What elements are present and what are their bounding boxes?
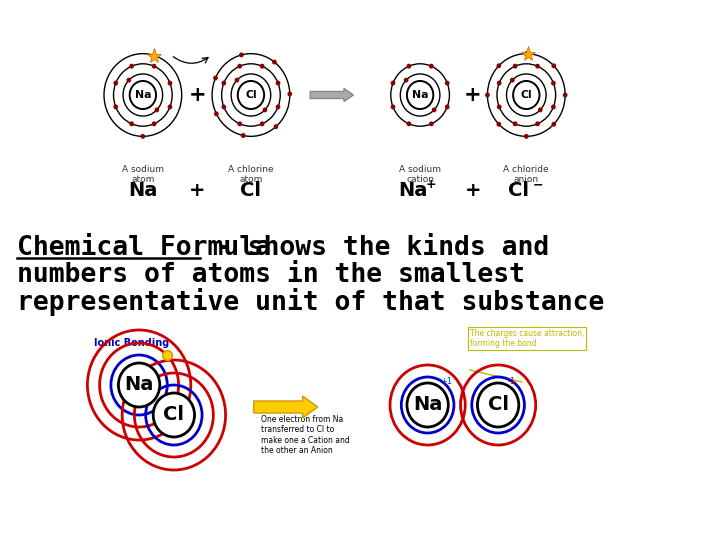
Text: Cl: Cl [163,406,184,424]
Circle shape [242,134,245,137]
Text: Na: Na [125,375,154,395]
Circle shape [261,64,264,68]
Text: +1: +1 [441,377,452,387]
Circle shape [446,82,449,85]
Text: The charges cause attraction,
forming the bond: The charges cause attraction, forming th… [470,329,585,348]
Circle shape [288,92,292,96]
Circle shape [430,122,433,126]
Circle shape [215,112,218,116]
Circle shape [430,64,433,68]
Text: A chlorine
atom: A chlorine atom [228,165,274,184]
Circle shape [127,78,130,82]
Text: −: − [532,179,543,192]
Circle shape [168,105,171,109]
Circle shape [498,123,500,126]
Circle shape [238,81,264,109]
Circle shape [498,105,501,109]
Text: +: + [464,85,482,105]
FancyArrow shape [253,396,318,418]
Circle shape [264,108,266,112]
Text: A chloride
anion: A chloride anion [503,165,549,184]
Text: Cl: Cl [487,395,508,415]
Circle shape [114,105,117,109]
Circle shape [552,123,555,126]
Text: - shows the kinds and: - shows the kinds and [200,235,549,261]
Circle shape [222,105,225,109]
Circle shape [536,122,539,126]
Text: +: + [426,179,437,192]
Circle shape [130,122,133,126]
Circle shape [564,93,567,97]
FancyArrow shape [310,89,354,102]
Text: -1: -1 [508,377,516,387]
Circle shape [498,82,501,85]
Circle shape [536,64,539,68]
Circle shape [539,108,542,112]
Circle shape [276,82,279,85]
Text: Ionic Bonding: Ionic Bonding [94,338,169,348]
Circle shape [114,82,117,85]
Text: Na: Na [135,90,151,100]
Circle shape [153,64,156,68]
Text: +: + [189,180,206,199]
Text: Na: Na [128,180,158,199]
Text: Cl: Cl [521,90,532,100]
Text: Cl: Cl [508,180,529,199]
Circle shape [118,363,160,407]
Circle shape [510,78,514,82]
Circle shape [156,108,158,112]
Circle shape [405,78,408,82]
Circle shape [552,64,555,68]
Circle shape [392,82,395,85]
Text: Cl: Cl [240,180,261,199]
Circle shape [407,81,433,109]
Circle shape [141,134,145,138]
Circle shape [276,105,279,109]
Circle shape [477,383,519,427]
Text: Cl: Cl [245,90,257,100]
Circle shape [235,78,238,82]
Circle shape [214,76,217,80]
Circle shape [408,64,410,68]
Circle shape [273,60,276,64]
Circle shape [552,105,555,109]
Text: representative unit of that substance: representative unit of that substance [17,288,604,316]
Text: A sodium
cation: A sodium cation [399,165,441,184]
Circle shape [153,393,194,437]
Circle shape [222,82,225,85]
Circle shape [407,383,449,427]
Circle shape [240,53,243,57]
Circle shape [513,81,539,109]
Circle shape [130,81,156,109]
Circle shape [498,64,500,68]
Text: One electron from Na
transferred to Cl to
make one a Cation and
the other an Ani: One electron from Na transferred to Cl t… [261,415,350,455]
Text: Na: Na [398,180,427,199]
Text: numbers of atoms in the smallest: numbers of atoms in the smallest [17,262,525,288]
Circle shape [238,64,241,68]
Circle shape [552,82,555,85]
Circle shape [513,64,517,68]
Circle shape [433,108,436,112]
Circle shape [486,93,489,97]
Circle shape [408,122,410,126]
Text: A sodium
atom: A sodium atom [122,165,164,184]
Text: Na: Na [412,90,428,100]
Circle shape [525,134,528,138]
Circle shape [274,125,277,129]
Text: Na: Na [413,395,442,415]
Circle shape [446,105,449,109]
Circle shape [168,82,171,85]
Circle shape [238,122,241,126]
Circle shape [261,122,264,126]
Circle shape [525,52,528,56]
Circle shape [392,105,395,109]
Circle shape [130,64,133,68]
Text: Chemical Formula: Chemical Formula [17,235,271,261]
Text: +: + [189,85,206,105]
Text: +: + [464,180,481,199]
Circle shape [513,122,517,126]
Circle shape [153,122,156,126]
